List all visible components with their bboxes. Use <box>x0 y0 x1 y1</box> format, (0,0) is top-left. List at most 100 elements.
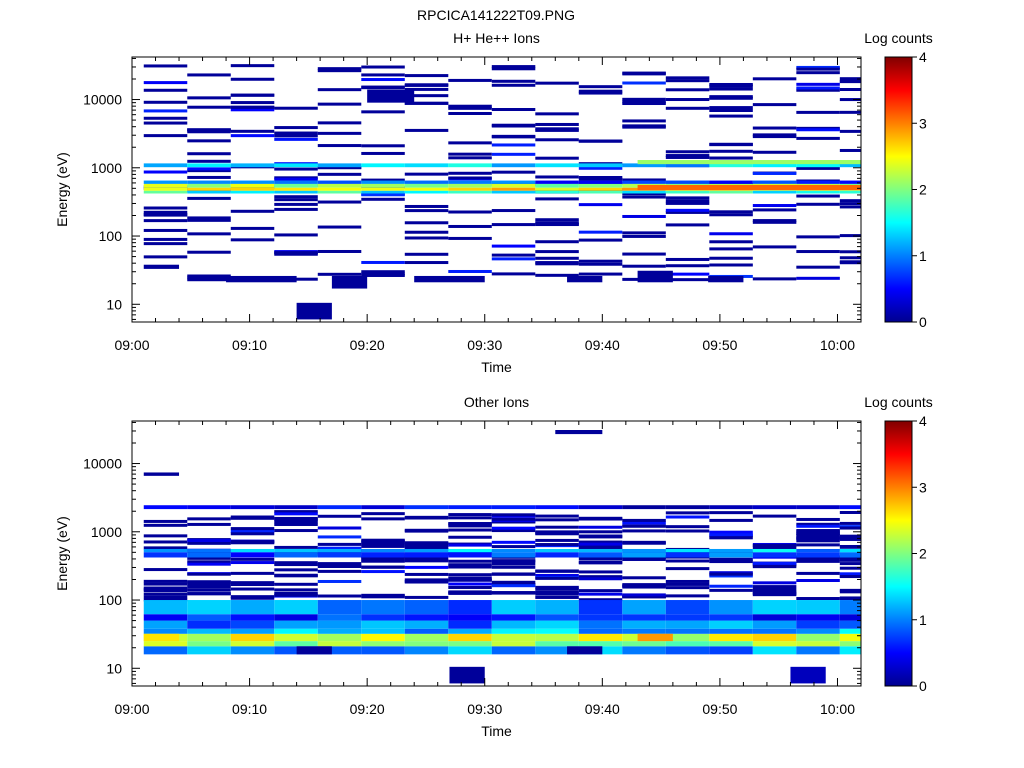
energy-band <box>839 190 861 194</box>
y-axis-label: Energy (eV) <box>54 516 70 591</box>
energy-band <box>535 600 579 615</box>
count-streak <box>709 114 753 118</box>
energy-band <box>752 505 797 510</box>
count-streak <box>839 535 861 539</box>
count-streak <box>317 131 362 135</box>
count-streak <box>752 77 797 81</box>
energy-band <box>187 183 231 188</box>
energy-band <box>709 614 753 621</box>
count-streak <box>187 73 231 77</box>
energy-band <box>665 190 710 194</box>
count-streak <box>752 277 797 281</box>
count-streak <box>622 102 666 106</box>
count-streak <box>187 562 231 566</box>
count-streak <box>709 263 753 267</box>
energy-band <box>665 552 710 558</box>
y-tick-label: 10000 <box>83 456 122 472</box>
count-streak <box>187 196 231 200</box>
count-streak <box>404 204 449 208</box>
count-streak <box>752 208 797 212</box>
count-streak <box>622 540 666 544</box>
count-streak <box>535 590 579 594</box>
energy-band <box>709 552 753 558</box>
count-streak <box>752 135 797 139</box>
count-streak <box>187 216 231 220</box>
count-streak <box>274 137 318 141</box>
count-streak <box>317 514 362 518</box>
colorbar-tick-label: 3 <box>919 479 927 495</box>
count-streak <box>404 578 449 582</box>
count-streak <box>143 534 188 538</box>
energy-band <box>709 620 753 629</box>
count-streak <box>709 588 753 592</box>
count-streak <box>143 589 188 593</box>
count-streak <box>361 65 405 69</box>
count-streak <box>404 252 449 256</box>
count-streak <box>796 522 840 526</box>
count-streak <box>143 109 188 113</box>
count-streak <box>361 78 405 82</box>
count-streak <box>796 265 840 269</box>
count-streak <box>317 526 362 530</box>
count-streak <box>448 104 492 108</box>
count-patch <box>555 430 603 435</box>
y-tick-label: 100 <box>99 592 123 608</box>
count-streak <box>535 127 579 131</box>
energy-band <box>578 628 623 634</box>
energy-band <box>622 628 666 634</box>
count-streak <box>404 541 449 545</box>
count-streak <box>709 572 753 576</box>
count-streak <box>274 106 318 110</box>
energy-band <box>752 548 797 553</box>
count-streak <box>839 575 861 579</box>
energy-band <box>752 641 797 647</box>
count-streak <box>317 594 362 598</box>
count-patch <box>637 270 673 283</box>
count-streak <box>578 166 623 170</box>
energy-band <box>535 180 579 184</box>
count-streak <box>665 278 710 282</box>
count-streak <box>274 126 318 130</box>
count-streak <box>230 595 275 599</box>
count-streak <box>665 257 710 261</box>
count-streak <box>143 595 188 599</box>
count-streak <box>491 223 536 227</box>
count-streak <box>361 559 405 563</box>
count-streak <box>361 193 405 197</box>
count-streak <box>578 557 623 561</box>
energy-band <box>709 628 753 634</box>
energy-band <box>274 183 318 188</box>
count-streak <box>796 571 840 575</box>
count-streak <box>491 559 536 563</box>
energy-band <box>709 180 753 184</box>
x-tick-label: 10:00 <box>820 701 855 717</box>
energy-band <box>535 620 579 629</box>
x-tick-label: 09:20 <box>350 701 385 717</box>
energy-band <box>361 183 405 188</box>
count-streak <box>143 579 188 583</box>
count-streak <box>796 128 840 132</box>
energy-band <box>839 600 861 615</box>
count-streak <box>317 272 362 276</box>
count-streak <box>404 128 449 132</box>
count-streak <box>839 558 861 562</box>
count-streak <box>709 560 753 564</box>
count-streak <box>535 112 579 116</box>
count-patch <box>296 646 332 655</box>
count-streak <box>709 584 753 588</box>
count-streak <box>665 196 710 200</box>
energy-band <box>361 505 405 510</box>
energy-band <box>448 190 492 194</box>
count-streak <box>796 530 840 534</box>
count-streak <box>361 144 405 148</box>
energy-band <box>404 548 449 553</box>
count-streak <box>535 256 579 260</box>
count-streak <box>187 274 231 278</box>
energy-band <box>187 163 231 168</box>
count-streak <box>448 563 492 567</box>
count-streak <box>752 561 797 565</box>
count-streak <box>143 598 188 602</box>
count-streak <box>491 65 536 69</box>
energy-band <box>187 628 231 634</box>
count-streak <box>448 573 492 577</box>
